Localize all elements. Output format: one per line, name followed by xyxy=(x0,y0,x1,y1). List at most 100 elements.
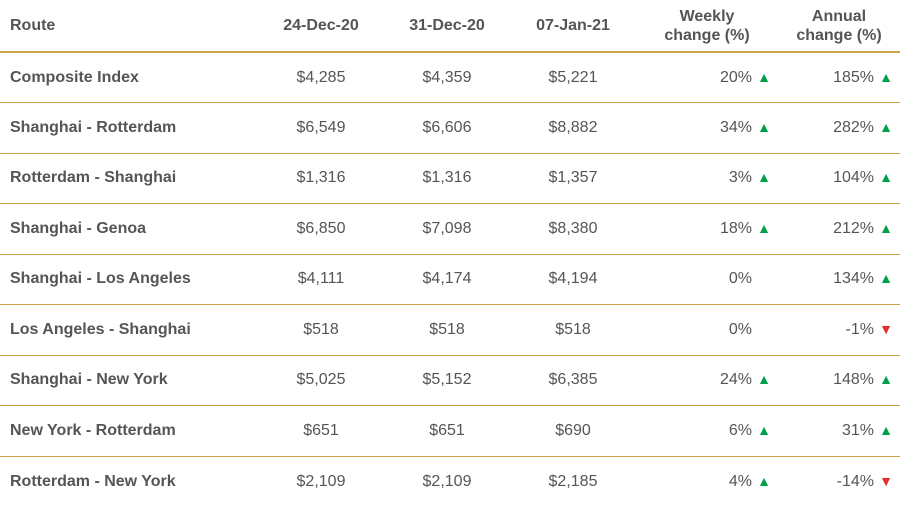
table-row: Rotterdam - New York $2,109 $2,109 $2,185 4%… xyxy=(0,456,900,507)
arrow-up-icon: ▲ xyxy=(879,118,893,135)
date-1-cell: $4,285 xyxy=(258,52,384,103)
weekly-change-value: 0% xyxy=(728,320,752,338)
date-2-cell: $2,109 xyxy=(422,472,472,490)
weekly-change-cell: 18% ▲ xyxy=(636,203,778,255)
arrow-up-icon: ▲ xyxy=(757,219,771,236)
header-annual-line2: change (%) xyxy=(796,26,882,44)
arrow-down-icon: ▼ xyxy=(879,320,893,337)
header-date-2: 31-Dec-20 xyxy=(384,0,510,53)
annual-change-cell: 31% ▲ xyxy=(778,405,900,457)
date-3-cell: $690 xyxy=(510,405,636,457)
table-row: Composite Index $4,285 $4,359 $5,221 20% ▲ 185… xyxy=(0,52,900,103)
weekly-change-cell: 4% ▲ xyxy=(636,456,778,507)
arrow-up-icon: ▲ xyxy=(757,472,771,489)
date-1-cell: $1,316 xyxy=(258,153,384,204)
header-date-1: 24-Dec-20 xyxy=(258,0,384,53)
annual-change-cell: -14% ▼ xyxy=(778,456,900,507)
date-2-cell: $518 xyxy=(384,304,510,356)
route-cell: Shanghai - Genoa xyxy=(0,203,258,255)
date-3-cell: $8,882 xyxy=(510,102,636,154)
arrow-up-icon: ▲ xyxy=(757,118,771,135)
table-row: Rotterdam - Shanghai $1,316 $1,316 $1,357 3%… xyxy=(0,153,900,204)
annual-change-value: 282% xyxy=(833,118,874,136)
weekly-change-value: 3% xyxy=(728,169,752,187)
weekly-change-value: 24% xyxy=(719,371,752,389)
route-cell: Rotterdam - New York xyxy=(10,472,176,490)
route-cell: New York - Rotterdam xyxy=(0,405,258,457)
table-row: Shanghai - Genoa $6,850 $7,098 $8,380 18% ▲ 21… xyxy=(0,203,900,255)
arrow-up-icon: ▲ xyxy=(757,371,771,388)
header-route: Route xyxy=(0,0,258,53)
route-cell: Los Angeles - Shanghai xyxy=(0,304,258,356)
annual-change-cell: 282% ▲ xyxy=(778,102,900,154)
date-1-cell: $6,549 xyxy=(258,102,384,154)
date-1-cell: $4,111 xyxy=(258,254,384,305)
table-row: Shanghai - New York $5,025 $5,152 $6,385 24%… xyxy=(0,355,900,406)
date-3-cell: $5,221 xyxy=(510,52,636,103)
date-2-cell: $4,174 xyxy=(384,254,510,305)
route-cell: Shanghai - Rotterdam xyxy=(0,102,258,154)
arrow-up-icon: ▲ xyxy=(757,169,771,186)
annual-change-cell: 185% ▲ xyxy=(778,52,900,103)
date-1-cell: $518 xyxy=(258,304,384,356)
arrow-up-icon: ▲ xyxy=(879,421,893,438)
date-3-cell: $8,380 xyxy=(510,203,636,255)
table-row: Shanghai - Los Angeles $4,111 $4,174 $4,194… xyxy=(0,254,900,305)
date-1-cell: $5,025 xyxy=(258,355,384,406)
annual-change-cell: -1% ▼ xyxy=(778,304,900,356)
date-1-cell: $6,850 xyxy=(258,203,384,255)
annual-change-value: -14% xyxy=(836,472,874,490)
date-2-cell: $4,359 xyxy=(384,52,510,103)
arrow-up-icon: ▲ xyxy=(879,371,893,388)
annual-change-value: 212% xyxy=(833,219,874,237)
date-3-cell: $2,185 xyxy=(548,472,598,490)
arrow-up-icon: ▲ xyxy=(879,68,893,85)
table-row: Los Angeles - Shanghai $518 $518 $518 0% -1% ▼ xyxy=(0,304,900,356)
annual-change-cell: 148% ▲ xyxy=(778,355,900,406)
date-3-cell: $6,385 xyxy=(510,355,636,406)
date-3-cell: $1,357 xyxy=(510,153,636,204)
annual-change-value: -1% xyxy=(845,320,874,338)
weekly-change-value: 4% xyxy=(728,472,752,490)
weekly-change-cell: 3% ▲ xyxy=(636,153,778,204)
route-cell: Rotterdam - Shanghai xyxy=(0,153,258,204)
date-3-cell: $4,194 xyxy=(510,254,636,305)
header-weekly-line2: change (%) xyxy=(664,26,750,44)
weekly-change-cell: 6% ▲ xyxy=(636,405,778,457)
arrow-up-icon: ▲ xyxy=(879,219,893,236)
arrow-up-icon: ▲ xyxy=(757,68,771,85)
weekly-change-cell: 0% xyxy=(636,304,778,356)
table-row: Shanghai - Rotterdam $6,549 $6,606 $8,882 34… xyxy=(0,102,900,154)
header-weekly-line1: Weekly xyxy=(679,7,735,25)
route-cell: Shanghai - Los Angeles xyxy=(0,254,258,305)
annual-change-value: 148% xyxy=(833,371,874,389)
header-weekly-change: Weekly change (%) xyxy=(636,0,778,53)
header-annual-line1: Annual xyxy=(811,7,867,25)
annual-change-value: 134% xyxy=(833,270,874,288)
annual-change-value: 185% xyxy=(833,68,874,86)
weekly-change-value: 20% xyxy=(719,68,752,86)
weekly-change-value: 0% xyxy=(728,270,752,288)
arrow-down-icon: ▼ xyxy=(879,472,893,489)
weekly-change-value: 6% xyxy=(728,421,752,439)
route-cell: Shanghai - New York xyxy=(0,355,258,406)
header-date-3: 07-Jan-21 xyxy=(510,0,636,53)
date-2-cell: $5,152 xyxy=(384,355,510,406)
arrow-up-icon: ▲ xyxy=(879,169,893,186)
date-2-cell: $6,606 xyxy=(384,102,510,154)
date-2-cell: $7,098 xyxy=(384,203,510,255)
weekly-change-cell: 34% ▲ xyxy=(636,102,778,154)
date-2-cell: $1,316 xyxy=(384,153,510,204)
annual-change-value: 31% xyxy=(841,421,874,439)
weekly-change-value: 34% xyxy=(719,118,752,136)
header-annual-change: Annual change (%) xyxy=(778,0,900,53)
weekly-change-cell: 20% ▲ xyxy=(636,52,778,103)
date-3-cell: $518 xyxy=(510,304,636,356)
arrow-up-icon: ▲ xyxy=(879,270,893,287)
annual-change-cell: 212% ▲ xyxy=(778,203,900,255)
weekly-change-value: 18% xyxy=(719,219,752,237)
date-2-cell: $651 xyxy=(384,405,510,457)
annual-change-cell: 134% ▲ xyxy=(778,254,900,305)
table-row: New York - Rotterdam $651 $651 $690 6% ▲ 31% ▲ xyxy=(0,405,900,457)
